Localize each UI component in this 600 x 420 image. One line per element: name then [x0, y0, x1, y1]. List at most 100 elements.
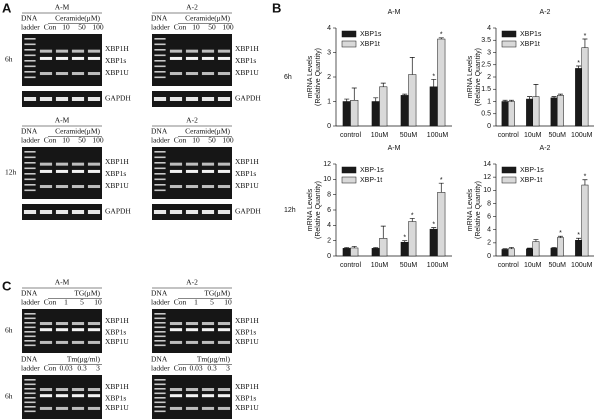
y-tick-label: 4 [487, 227, 491, 234]
error-bar [502, 99, 508, 102]
y-axis-label: (Relative Quantity) [475, 48, 482, 106]
significance-mark: * [432, 221, 435, 228]
significance-mark: * [559, 230, 562, 237]
gel-title: A-M [55, 278, 70, 287]
error-bar [438, 182, 444, 193]
band [201, 185, 215, 189]
y-tick-label: 3.5 [481, 37, 491, 44]
band [39, 185, 53, 189]
bar [550, 97, 558, 127]
y-tick-label: 12 [483, 174, 491, 181]
bar [526, 248, 534, 257]
y-tick-label: 1 [327, 98, 331, 105]
y-tick-label: 4 [487, 25, 491, 32]
ladder-band [24, 388, 36, 390]
bar [371, 101, 380, 127]
band-label: XBP1H [105, 157, 129, 166]
band [71, 162, 85, 166]
ladder-band [154, 43, 166, 46]
band-label: XBP1H [105, 382, 129, 391]
y-tick-label: 6 [487, 213, 491, 220]
ladder-band [24, 49, 36, 51]
x-tick-label: 100uM [427, 262, 449, 269]
band [217, 406, 231, 410]
band [185, 210, 199, 214]
y-tick-label: 8 [487, 200, 491, 207]
gel-title: A-M [55, 116, 70, 125]
ladder-band [24, 54, 36, 57]
band [71, 49, 85, 53]
error-bar [380, 225, 386, 239]
error-bar [431, 227, 437, 230]
band [169, 394, 183, 398]
bar [408, 221, 417, 257]
y-tick-label: 2.5 [481, 62, 491, 69]
ladder-band [24, 167, 36, 170]
band [185, 394, 199, 398]
ladder-band [24, 65, 36, 68]
ladder-band [154, 65, 166, 68]
treatment-label: Tm(μg/ml) [197, 355, 231, 364]
time-label: 6h [5, 55, 13, 64]
band [217, 162, 231, 166]
ladder-band [24, 60, 36, 62]
band [185, 162, 199, 166]
band-label: XBP1H [235, 157, 259, 166]
lane-label: Con [44, 136, 57, 145]
band [87, 340, 101, 344]
bar [400, 95, 409, 127]
ladder-band [24, 156, 36, 159]
ladder-band [24, 71, 36, 73]
error-bar [582, 179, 588, 186]
band [217, 185, 231, 189]
ladder-band [154, 189, 166, 192]
band [71, 97, 85, 101]
treatment-label: Ceramide(μM) [185, 14, 230, 23]
error-bar [533, 84, 539, 97]
band-label: XBP1U [105, 403, 129, 412]
ladder-band [154, 397, 166, 399]
ladder-band [24, 178, 36, 181]
treatment-label: Tm(μg/ml) [67, 355, 101, 364]
ladder-band [154, 54, 166, 57]
band-label: XBP1H [105, 316, 129, 325]
band [39, 49, 53, 53]
treatment-label: Ceramide(μM) [55, 14, 100, 23]
x-tick-label: control [340, 132, 361, 139]
chart-title: A-M [388, 145, 401, 152]
band [71, 72, 85, 76]
band [169, 49, 183, 53]
lane-label: Con [174, 364, 187, 373]
band [169, 97, 183, 101]
ladder-label: DNA [151, 127, 168, 136]
band [201, 210, 215, 214]
band [217, 322, 231, 326]
x-tick-label: 100uM [571, 132, 593, 139]
panel-label: A [2, 0, 12, 15]
error-bar [557, 235, 563, 238]
band [201, 169, 215, 173]
band [185, 328, 199, 332]
ladder-band [24, 331, 36, 333]
x-tick-label: 50uM [400, 132, 418, 139]
y-tick-label: 10 [483, 187, 491, 194]
legend-swatch [501, 176, 517, 184]
y-axis-label: (Relative Quantity) [315, 48, 322, 106]
lane-label: 5 [80, 298, 84, 307]
ladder-label: ladder [151, 136, 170, 145]
bar [429, 228, 438, 257]
band-label: XBP1U [105, 337, 129, 346]
band [39, 56, 53, 60]
error-bar [527, 247, 533, 249]
ladder-band [154, 76, 166, 79]
ladder-band [24, 379, 36, 381]
ladder-band [154, 392, 166, 395]
significance-mark: * [432, 73, 435, 80]
ladder-label: ladder [151, 364, 170, 373]
panel-label: C [2, 278, 12, 293]
y-tick-label: 4 [327, 25, 331, 32]
ladder-band [154, 344, 166, 347]
significance-mark: * [440, 177, 443, 184]
time-label: 6h [284, 74, 292, 81]
error-bar [373, 97, 379, 102]
